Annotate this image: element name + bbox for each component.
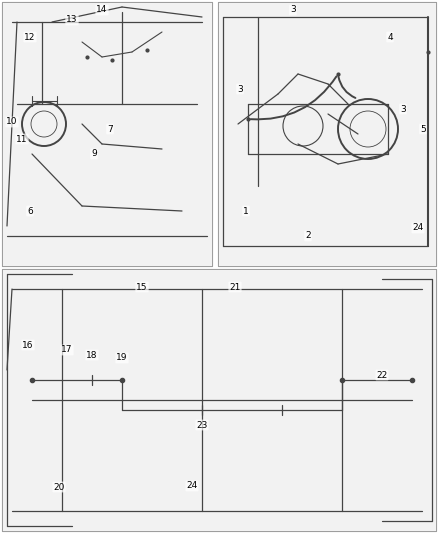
Text: 18: 18 — [86, 351, 98, 359]
Text: 3: 3 — [237, 85, 243, 93]
Text: 6: 6 — [27, 206, 33, 215]
Text: 21: 21 — [230, 282, 241, 292]
Text: 16: 16 — [22, 341, 34, 350]
Text: 24: 24 — [412, 223, 424, 232]
Text: 3: 3 — [290, 5, 296, 14]
Bar — [2, 269, 436, 531]
Text: 13: 13 — [66, 15, 78, 25]
Text: 12: 12 — [25, 33, 35, 42]
Text: 4: 4 — [387, 33, 393, 42]
Text: 22: 22 — [376, 370, 388, 379]
FancyBboxPatch shape — [2, 269, 436, 531]
Text: 14: 14 — [96, 5, 108, 14]
Text: 10: 10 — [6, 117, 18, 126]
FancyBboxPatch shape — [218, 2, 436, 266]
Text: 7: 7 — [107, 125, 113, 133]
Text: 15: 15 — [136, 282, 148, 292]
Text: 3: 3 — [400, 104, 406, 114]
Text: 20: 20 — [53, 482, 65, 491]
Bar — [218, 2, 436, 266]
Text: 19: 19 — [116, 353, 128, 362]
Text: 11: 11 — [16, 134, 28, 143]
Text: 9: 9 — [91, 149, 97, 158]
Text: 17: 17 — [61, 345, 73, 354]
Text: 2: 2 — [305, 231, 311, 240]
FancyBboxPatch shape — [2, 2, 212, 266]
Text: 5: 5 — [420, 125, 426, 133]
Text: 23: 23 — [196, 421, 208, 430]
Bar — [2, 2, 212, 266]
Text: 24: 24 — [187, 481, 198, 490]
Text: 1: 1 — [243, 206, 249, 215]
